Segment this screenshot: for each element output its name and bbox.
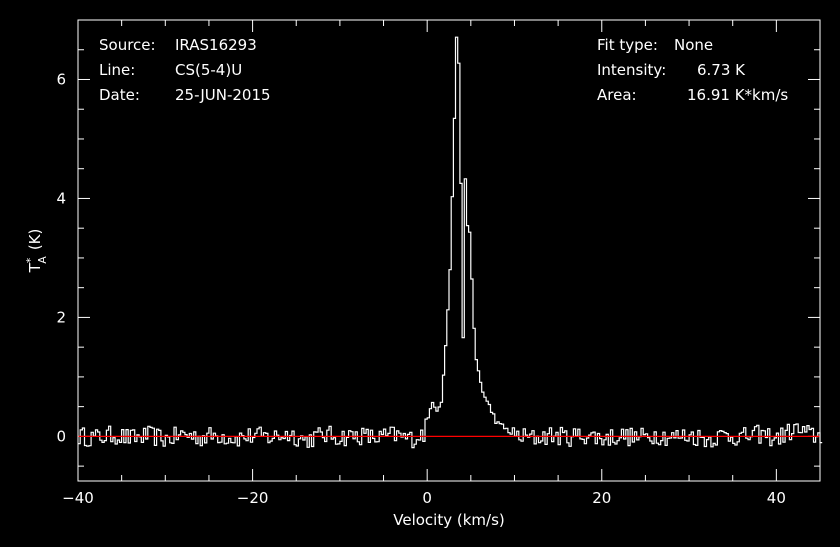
- y-axis-label-main: T: [26, 262, 44, 273]
- x-axis-label: Velocity (km/s): [393, 511, 504, 529]
- x-tick-label: 20: [592, 489, 611, 507]
- x-tick-label: −20: [237, 489, 269, 507]
- plot-frame: [77, 19, 821, 482]
- y-tick-label: 4: [56, 189, 66, 207]
- line-label: Line:: [99, 61, 135, 79]
- y-tick-label: 0: [56, 427, 66, 445]
- x-tick-label: −40: [62, 489, 94, 507]
- intensity-label: Intensity:: [597, 61, 666, 79]
- y-tick-label: 2: [56, 308, 66, 326]
- x-tick-label: 40: [767, 489, 786, 507]
- area-label: Area:: [597, 86, 637, 104]
- date-label: Date:: [99, 86, 140, 104]
- series-layer: [78, 36, 823, 449]
- fit-type-value: None: [674, 36, 713, 54]
- y-axis-label-subscript: A: [36, 256, 49, 264]
- svg-text:T*A(K): T*A (K): [24, 229, 49, 274]
- y-axis-label-superscript: *: [24, 257, 37, 263]
- date-value: 25-JUN-2015: [175, 86, 271, 104]
- y-tick-label: 6: [56, 70, 66, 88]
- axis-ticks: [77, 19, 821, 481]
- fit-type-label: Fit type:: [597, 36, 658, 54]
- source-label: Source:: [99, 36, 156, 54]
- intensity-value: 6.73 K: [697, 61, 746, 79]
- axis-tick-labels: −40 −20 0 20 40 0 2 4 6: [56, 70, 785, 507]
- area-value: 16.91 K*km/s: [687, 86, 788, 104]
- x-tick-label: 0: [422, 489, 432, 507]
- y-axis-label-unit: (K): [26, 229, 44, 251]
- source-value: IRAS16293: [175, 36, 257, 54]
- line-value: CS(5-4)U: [175, 61, 242, 79]
- spectrum-line: [78, 36, 823, 449]
- header-annotations: Source: IRAS16293 Line: CS(5-4)U Date: 2…: [99, 36, 788, 104]
- y-axis-label: T*A (K): [24, 229, 49, 274]
